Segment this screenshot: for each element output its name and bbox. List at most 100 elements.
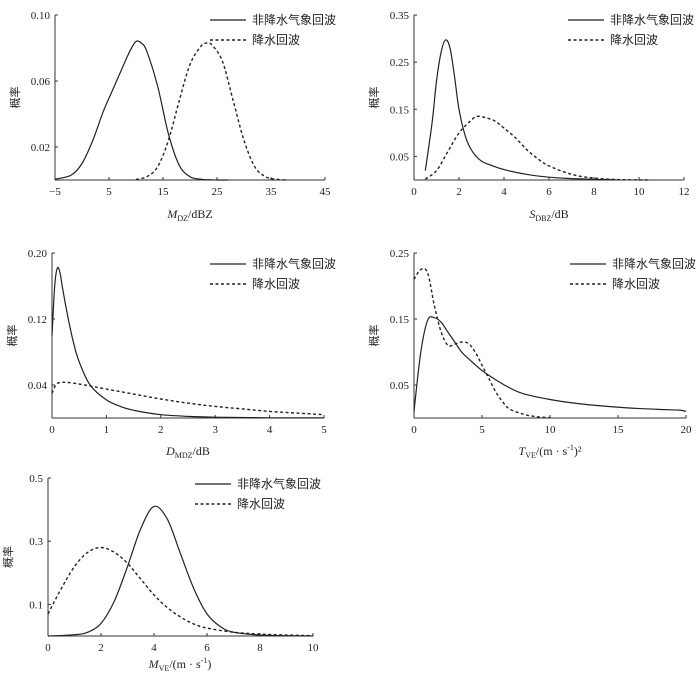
x-axis-label-sup: -1 xyxy=(567,443,574,452)
x-tick-label: 20 xyxy=(681,424,693,436)
y-tick-label: 0.10 xyxy=(31,10,51,22)
y-tick-label: 0.12 xyxy=(28,314,47,326)
x-axis-label-sub: MDZ xyxy=(175,451,193,460)
legend-entry: 降水回波 xyxy=(610,33,658,47)
y-tick-label: 0.04 xyxy=(28,380,48,392)
series-line-precip xyxy=(424,115,651,181)
legend-entry: 降水回波 xyxy=(252,33,300,47)
y-axis-label: 概率 xyxy=(1,546,15,568)
chart-panel-1: −5 5 15 25 35 45 0.02 0.06 0.10 概率 MDZ/dBZ 非降水气象回波降… xyxy=(8,10,336,223)
x-tick-label: 4 xyxy=(501,186,507,198)
x-tick-label: 15 xyxy=(613,424,625,436)
y-tick-label: 0.15 xyxy=(390,104,410,116)
y-tick-label: 0.5 xyxy=(29,473,43,485)
x-tick-label: 45 xyxy=(320,186,332,198)
legend-entry: 非降水气象回波 xyxy=(610,12,694,27)
x-tick-label: 12 xyxy=(679,186,690,198)
x-axis-label: TVE/(m · s-1)² xyxy=(519,443,582,460)
x-tick-label: 2 xyxy=(98,642,104,654)
legend-entry: 降水回波 xyxy=(612,277,660,291)
series-line-precip xyxy=(135,41,288,181)
chart-panel-5: 0 2 4 6 8 10 0.1 0.3 0.5 概率 MVE/(m · s-1) 非降水气象回波降水… xyxy=(1,473,321,673)
x-tick-label: 5 xyxy=(321,424,327,436)
series-line-precip xyxy=(51,381,325,416)
legend-entry: 非降水气象回波 xyxy=(252,256,336,271)
x-axis-label-sup: -1 xyxy=(201,656,208,665)
x-axis-label-var: S xyxy=(529,207,535,221)
legend-entry: 非降水气象回波 xyxy=(237,476,321,491)
y-tick-label: 0.20 xyxy=(28,248,48,260)
x-axis-label-sub: VE xyxy=(525,451,536,460)
x-tick-label: −5 xyxy=(49,186,61,198)
y-tick-label: 0.02 xyxy=(31,142,50,154)
series-line-nonprecip xyxy=(51,266,325,419)
x-axis-label-unit: /dB xyxy=(193,444,210,458)
x-tick-label: 25 xyxy=(212,186,224,198)
y-axis-label: 概率 xyxy=(367,325,381,347)
y-tick-label: 0.15 xyxy=(390,314,410,326)
y-axis-label: 概率 xyxy=(5,325,19,347)
x-tick-label: 10 xyxy=(308,642,320,654)
x-axis-label-tail: )² xyxy=(574,444,582,458)
x-tick-label: 10 xyxy=(545,424,557,436)
x-axis-label-tail: ) xyxy=(207,657,211,671)
y-tick-label: 0.35 xyxy=(390,10,410,22)
series-line-nonprecip xyxy=(424,39,617,181)
x-axis-label-var: T xyxy=(519,444,527,458)
x-axis-label: SDBZ/dB xyxy=(529,207,568,223)
x-tick-label: 15 xyxy=(158,186,170,198)
x-axis-label: MDZ/dBZ xyxy=(166,207,212,223)
x-axis-label-unit: /(m · s xyxy=(536,444,568,458)
series-line-nonprecip xyxy=(413,316,687,412)
y-tick-label: 0.05 xyxy=(390,380,410,392)
y-axis-label: 概率 xyxy=(8,87,22,109)
x-tick-label: 35 xyxy=(266,186,278,198)
x-axis-label-unit: /dBZ xyxy=(188,207,213,221)
chart-panel-2: 0 2 4 6 8 10 12 0.05 0.15 0.25 0.35 概率 SDBZ/dB 非降水气象回… xyxy=(367,10,694,223)
x-tick-label: 4 xyxy=(267,424,273,436)
y-tick-label: 0.05 xyxy=(390,151,410,163)
x-tick-label: 4 xyxy=(151,642,157,654)
x-tick-label: 10 xyxy=(634,186,646,198)
y-tick-label: 0.25 xyxy=(390,248,410,260)
y-tick-label: 0.06 xyxy=(31,76,51,88)
x-axis-label-sub: DBZ xyxy=(535,214,551,223)
x-axis-label: DMDZ/dB xyxy=(165,444,210,460)
x-tick-label: 0 xyxy=(411,424,417,436)
legend-entry: 降水回波 xyxy=(252,277,300,291)
x-tick-label: 0 xyxy=(45,642,51,654)
series-line-precip xyxy=(47,546,314,637)
x-axis-label-unit: /(m · s xyxy=(169,657,201,671)
legend-entry: 降水回波 xyxy=(237,497,285,511)
series-line-nonprecip xyxy=(54,40,228,181)
legend-entry: 非降水气象回波 xyxy=(252,12,336,27)
x-axis-label-var: D xyxy=(165,444,175,458)
x-axis-label-var: M xyxy=(166,207,178,221)
x-tick-label: 2 xyxy=(456,186,462,198)
x-axis-label-unit: /dB xyxy=(551,207,568,221)
x-tick-label: 6 xyxy=(204,642,210,654)
series-line-nonprecip xyxy=(47,505,314,637)
y-tick-label: 0.25 xyxy=(390,57,410,69)
x-axis-label-sub: VE xyxy=(159,664,170,673)
x-tick-label: 8 xyxy=(257,642,263,654)
x-axis-label: MVE/(m · s-1) xyxy=(148,656,212,673)
x-tick-label: 0 xyxy=(411,186,417,198)
y-tick-label: 0.3 xyxy=(29,536,43,548)
x-tick-label: 5 xyxy=(479,424,485,436)
y-tick-label: 0.1 xyxy=(29,599,43,611)
x-tick-label: 3 xyxy=(212,424,218,436)
x-axis-label-var: M xyxy=(148,657,160,671)
series-line-precip xyxy=(413,267,551,419)
x-tick-label: 6 xyxy=(546,186,552,198)
x-tick-label: 0 xyxy=(49,424,55,436)
legend-entry: 非降水气象回波 xyxy=(612,256,696,271)
x-tick-label: 8 xyxy=(591,186,597,198)
x-tick-label: 2 xyxy=(158,424,164,436)
y-axis-label: 概率 xyxy=(367,87,381,109)
x-tick-label: 5 xyxy=(106,186,112,198)
x-axis-label-sub: DZ xyxy=(177,214,188,223)
chart-panel-4: 0 5 10 15 20 0.05 0.15 0.25 概率 TVE/(m · s-1)² 非降水气… xyxy=(367,248,696,460)
